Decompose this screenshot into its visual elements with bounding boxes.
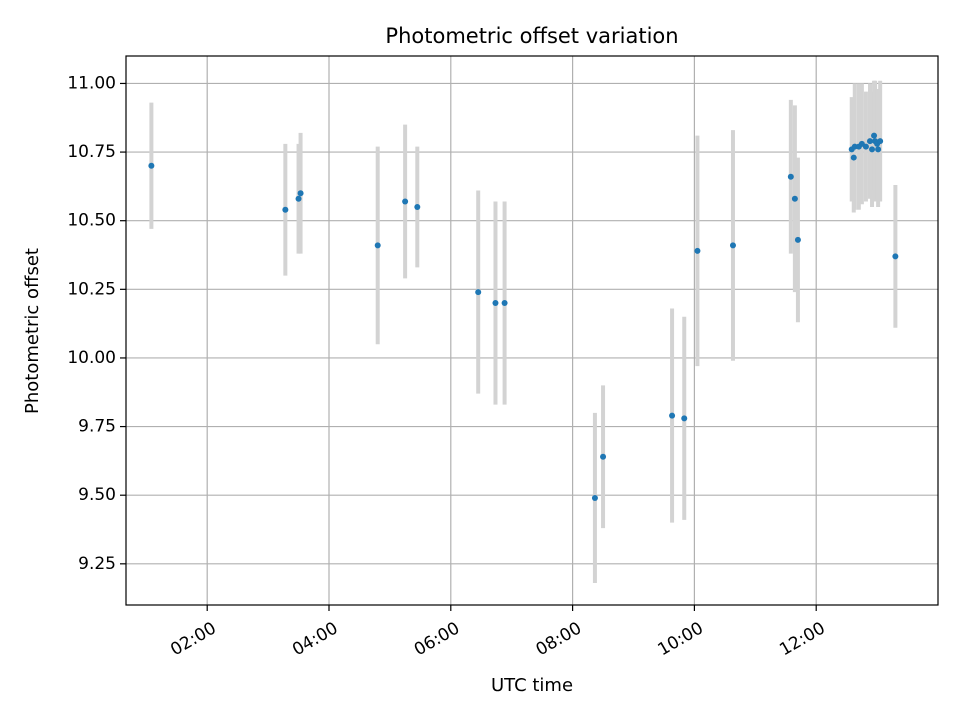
data-point bbox=[374, 242, 381, 249]
data-point bbox=[794, 236, 801, 243]
y-tick-label: 10.00 bbox=[67, 348, 116, 368]
chart-title: Photometric offset variation bbox=[385, 24, 678, 48]
data-point bbox=[892, 253, 899, 260]
data-point bbox=[669, 412, 676, 419]
data-point bbox=[729, 242, 736, 249]
y-tick-label: 11.00 bbox=[67, 73, 116, 93]
y-tick-label: 10.50 bbox=[67, 211, 116, 231]
data-point bbox=[600, 453, 607, 460]
data-point bbox=[871, 132, 878, 139]
data-point bbox=[414, 203, 421, 210]
data-point bbox=[475, 289, 482, 296]
data-point bbox=[295, 195, 302, 202]
data-point bbox=[297, 190, 304, 197]
data-point bbox=[875, 146, 882, 153]
plot-frame bbox=[125, 55, 939, 606]
data-point bbox=[862, 143, 869, 150]
y-tick-label: 10.75 bbox=[67, 142, 116, 162]
data-point bbox=[850, 154, 857, 161]
data-point bbox=[681, 415, 688, 422]
grid-layer bbox=[126, 56, 938, 605]
data-point bbox=[402, 198, 409, 205]
data-point bbox=[869, 146, 876, 153]
data-point bbox=[791, 195, 798, 202]
data-point bbox=[282, 206, 289, 213]
y-tick-label: 9.50 bbox=[78, 485, 116, 505]
y-axis: 9.25 9.50 9.75 10.00 10.25 10.50 10.75 11.00 bbox=[67, 73, 126, 574]
y-axis-label: Photometric offset bbox=[22, 248, 43, 414]
y-tick-label: 9.25 bbox=[78, 554, 116, 574]
point-layer bbox=[148, 132, 899, 501]
data-point bbox=[492, 300, 499, 307]
x-axis-label: UTC time bbox=[491, 675, 573, 696]
data-point bbox=[591, 494, 598, 501]
data-point bbox=[877, 138, 884, 145]
y-tick-label: 9.75 bbox=[78, 417, 116, 437]
data-point bbox=[694, 247, 701, 254]
data-point bbox=[501, 300, 508, 307]
data-point bbox=[866, 138, 873, 145]
y-tick-label: 10.25 bbox=[67, 279, 116, 299]
data-point bbox=[148, 162, 155, 169]
data-point bbox=[787, 173, 794, 180]
